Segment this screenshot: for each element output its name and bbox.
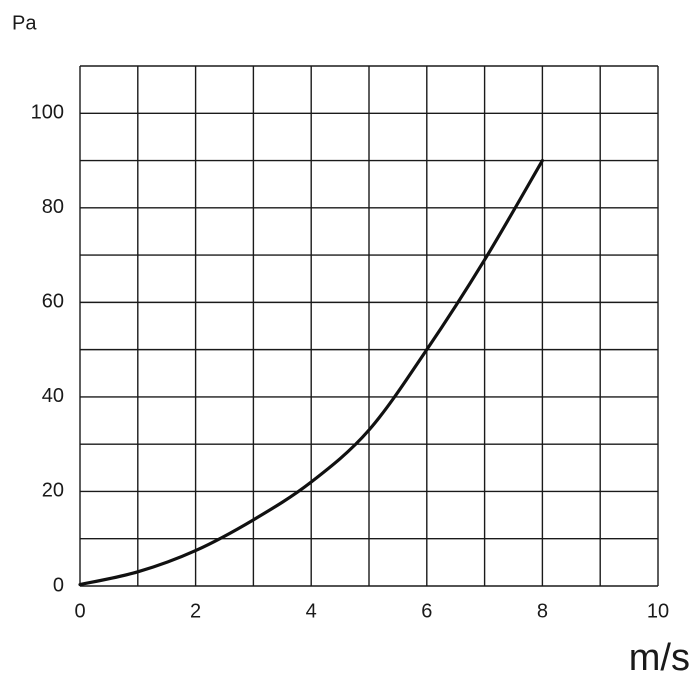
- x-tick-label: 10: [647, 600, 669, 622]
- x-axis-label: m/s: [629, 637, 690, 679]
- y-tick-label: 100: [31, 102, 64, 124]
- data-line: [78, 158, 544, 587]
- y-tick-label: 0: [53, 574, 64, 596]
- y-axis-label: Pa: [12, 12, 37, 34]
- x-tick-label: 8: [537, 600, 548, 622]
- y-tick-label: 20: [42, 480, 64, 502]
- y-tick-label: 60: [42, 291, 64, 313]
- x-tick-label: 4: [306, 600, 317, 622]
- x-tick-label: 2: [190, 600, 201, 622]
- x-tick-label: 0: [74, 600, 85, 622]
- x-tick-label: 6: [421, 600, 432, 622]
- y-tick-label: 80: [42, 196, 64, 218]
- y-tick-label: 40: [42, 385, 64, 407]
